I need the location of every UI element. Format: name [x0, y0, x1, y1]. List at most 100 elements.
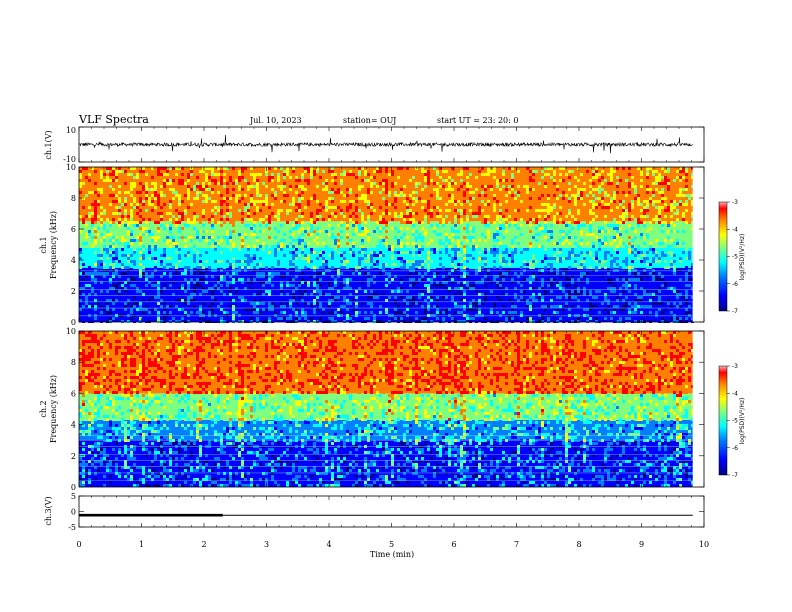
ch1-spectrogram-cell	[478, 251, 481, 254]
ch1-spectrogram-cell	[463, 278, 466, 281]
ch1-spectrogram-cell	[523, 269, 526, 272]
ch1-spectrogram-cell	[559, 236, 562, 239]
ch1-spectrogram-cell	[496, 302, 499, 305]
ch1-spectrogram-cell	[457, 320, 460, 323]
ch1-spectrogram-cell	[157, 236, 160, 239]
ch1-spectrogram-cell	[361, 167, 364, 170]
ch1-spectrogram-cell	[310, 167, 313, 170]
ch1-spectrogram-cell	[271, 257, 274, 260]
ch1-spectrogram-cell	[532, 272, 535, 275]
ch1-spectrogram-cell	[277, 209, 280, 212]
ch1-spectrogram-cell	[511, 176, 514, 179]
ch1-spectrogram-cell	[508, 287, 511, 290]
ch1-spectrogram-cell	[202, 191, 205, 194]
ch1-spectrogram-cell	[166, 170, 169, 173]
ch1-spectrogram-cell	[259, 287, 262, 290]
ch1-spectrogram-cell	[211, 290, 214, 293]
ch1-spectrogram-cell	[211, 311, 214, 314]
ch1-spectrogram-cell	[514, 311, 517, 314]
ch1-spectrogram-cell	[172, 239, 175, 242]
ch1-spectrogram-cell	[301, 272, 304, 275]
ch1-spectrogram-cell	[400, 269, 403, 272]
ch1-spectrogram-cell	[496, 311, 499, 314]
ch1-spectrogram-cell	[481, 287, 484, 290]
ch1-spectrogram-cell	[364, 311, 367, 314]
ch1-spectrogram-cell	[247, 230, 250, 233]
ch1-spectrogram-cell	[88, 287, 91, 290]
ch1-spectrogram-cell	[79, 272, 82, 275]
ch1-spectrogram-cell	[388, 212, 391, 215]
ch1-spectrogram-cell	[487, 269, 490, 272]
ch1-spectrogram-cell	[520, 188, 523, 191]
ch1-spectrogram-cell	[301, 236, 304, 239]
ch1-spectrogram-cell	[544, 173, 547, 176]
ch1-spectrogram-cell	[436, 239, 439, 242]
ch1-spectrogram-cell	[229, 239, 232, 242]
ch1-spectrogram-cell	[352, 224, 355, 227]
ch1-spectrogram-cell	[184, 320, 187, 323]
ch1-spectrogram-cell	[367, 317, 370, 320]
ch1-spectrogram-cell	[334, 284, 337, 287]
ch1-spectrogram-cell	[304, 293, 307, 296]
ch1-spectrogram-cell	[307, 281, 310, 284]
ch1-spectrogram-cell	[475, 290, 478, 293]
ch1-spectrogram-cell	[217, 305, 220, 308]
ch1-spectrogram-cell	[205, 182, 208, 185]
ch1-spectrogram-cell	[463, 194, 466, 197]
ch1-spectrogram-cell	[394, 236, 397, 239]
ch1-spectrogram-cell	[379, 311, 382, 314]
ch1-spectrogram-cell	[220, 308, 223, 311]
ch1-spectrogram-cell	[304, 185, 307, 188]
ch1-spectrogram-cell	[445, 248, 448, 251]
ch1-spectrogram-cell	[295, 206, 298, 209]
ch1-spectrogram-cell	[346, 227, 349, 230]
ch1-spectrogram-cell	[130, 305, 133, 308]
ch1-spectrogram-cell	[121, 221, 124, 224]
ch1-spectrogram-cell	[430, 179, 433, 182]
ch1-spectrogram-cell	[271, 188, 274, 191]
ch1-spectrogram-cell	[547, 302, 550, 305]
ch1-spectrogram-cell	[502, 224, 505, 227]
ch1-spectrogram-cell	[154, 221, 157, 224]
ch1-spectrogram-cell	[151, 311, 154, 314]
ch1-spectrogram-cell	[577, 167, 580, 170]
ch1-spectrogram-cell	[436, 221, 439, 224]
ch1-spectrogram-cell	[355, 296, 358, 299]
ch1-spectrogram-cell	[487, 167, 490, 170]
ch1-spectrogram-cell	[265, 224, 268, 227]
ch1-spectrogram-cell	[283, 311, 286, 314]
ch1-spectrogram-cell	[127, 215, 130, 218]
ch1-spectrogram-cell	[244, 281, 247, 284]
ch1-spectrogram-cell	[544, 305, 547, 308]
ch1-spectrogram-cell	[298, 311, 301, 314]
ch1-spectrogram-cell	[91, 236, 94, 239]
ch1-spectrogram-cell	[148, 275, 151, 278]
ch1-spectrogram-cell	[475, 176, 478, 179]
ch1-spectrogram-cell	[277, 296, 280, 299]
ch1-spectrogram-cell	[103, 173, 106, 176]
ch1-spectrogram-cell	[229, 248, 232, 251]
ch1-spectrogram-cell	[292, 215, 295, 218]
ch1-spectrogram-cell	[535, 167, 538, 170]
ch1-spectrogram-cell	[181, 299, 184, 302]
ch1-spectrogram-cell	[496, 233, 499, 236]
ch1-spectrogram-cell	[577, 317, 580, 320]
ch1-spectrogram-cell	[355, 311, 358, 314]
ch1-spectrogram-cell	[532, 206, 535, 209]
ch1-spectrogram-cell	[196, 185, 199, 188]
ch1-spectrogram-cell	[190, 272, 193, 275]
ch1-spectrogram-cell	[328, 287, 331, 290]
ch1-spectrogram-cell	[556, 281, 559, 284]
ch1-spectrogram-cell	[334, 269, 337, 272]
ch1-spectrogram-cell	[268, 305, 271, 308]
ch1-spectrogram-cell	[433, 182, 436, 185]
ch1-spectrogram-cell	[514, 290, 517, 293]
ch1-spectrogram-cell	[538, 272, 541, 275]
ch1-spectrogram-cell	[475, 224, 478, 227]
ch1-spectrogram-cell	[382, 302, 385, 305]
ch1-spectrogram-cell	[151, 200, 154, 203]
ch1-spectrogram-cell	[196, 209, 199, 212]
ch1-spectrogram-cell	[400, 212, 403, 215]
ch1-spectrogram-cell	[556, 260, 559, 263]
ch1-spectrogram-cell	[217, 263, 220, 266]
